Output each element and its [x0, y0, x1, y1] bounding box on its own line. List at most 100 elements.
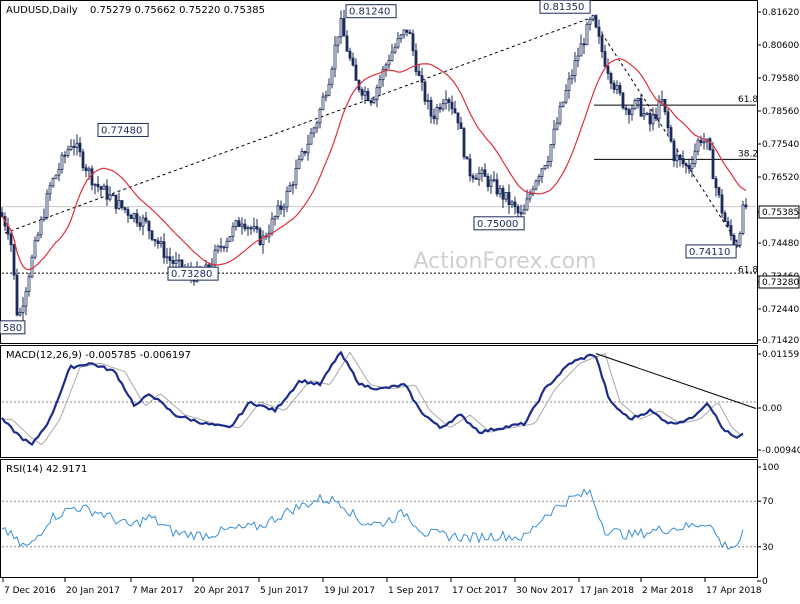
y-tick-label: 0.79580: [762, 74, 799, 84]
candle-body: [654, 114, 658, 120]
candle: [294, 159, 298, 189]
candle: [468, 153, 472, 182]
candle: [15, 268, 19, 317]
candle: [126, 206, 130, 223]
candle: [444, 90, 448, 110]
candle-body: [645, 112, 649, 115]
candle: [306, 134, 310, 161]
candle-body: [231, 226, 235, 237]
candle: [582, 37, 586, 54]
candle: [399, 33, 403, 43]
x-tick-label: 19 Jul 2017: [324, 586, 375, 596]
candle: [450, 95, 454, 115]
candle-body: [12, 244, 16, 276]
candle: [504, 192, 508, 203]
candle: [483, 163, 487, 177]
moving-average-line: [1, 58, 747, 271]
candle-body: [498, 187, 502, 195]
candle-body: [120, 200, 124, 208]
candle: [636, 97, 640, 109]
candle-body: [156, 240, 160, 245]
candle: [339, 10, 343, 44]
candle-body: [273, 216, 277, 220]
candle: [252, 217, 256, 233]
candle-body: [420, 75, 424, 83]
candle: [537, 173, 541, 186]
candle: [117, 192, 121, 210]
candle-body: [99, 186, 103, 190]
candle: [216, 244, 220, 254]
candle-body: [105, 185, 109, 200]
candle: [174, 251, 178, 269]
candle-body: [675, 154, 679, 162]
candle: [261, 230, 265, 254]
candle: [441, 98, 445, 112]
price-level-label: 0.81350: [539, 0, 591, 14]
candle-body: [255, 226, 259, 230]
price-level-label: 0.81240: [345, 4, 397, 19]
candle: [342, 9, 346, 37]
candle: [81, 148, 85, 172]
candle-body: [18, 312, 22, 316]
candle: [594, 14, 598, 29]
candle-body: [678, 154, 682, 159]
candle-body: [426, 99, 430, 102]
y-tick-box: [758, 275, 800, 289]
x-tick-label: 17 Oct 2017: [452, 586, 508, 596]
candle-body: [78, 142, 82, 153]
rsi-tick-label: 100: [762, 463, 779, 473]
candle-body: [489, 179, 493, 187]
candle: [273, 215, 277, 226]
candle-body: [684, 163, 688, 166]
candle-body: [543, 165, 547, 170]
candle: [129, 213, 133, 219]
candle-body: [294, 168, 298, 186]
candle-body: [117, 200, 121, 209]
candle-body: [636, 97, 640, 101]
price-level-label: 580: [0, 320, 26, 335]
candle: [672, 138, 676, 167]
candle-body: [300, 150, 304, 160]
candle: [63, 151, 67, 164]
candle-body: [666, 111, 670, 129]
candle: [285, 186, 289, 212]
candle: [108, 186, 112, 202]
candle-body: [354, 64, 358, 81]
candle: [231, 222, 235, 242]
candle-body: [108, 194, 112, 200]
candle-body: [336, 36, 340, 46]
candle-body: [405, 29, 409, 33]
candle: [291, 181, 295, 195]
rsi-line: [1, 488, 744, 551]
candle: [297, 155, 301, 170]
candle: [654, 107, 658, 122]
candle: [27, 272, 31, 297]
candle: [558, 101, 562, 126]
candle: [123, 206, 127, 213]
x-tick-label: 30 Nov 2017: [516, 586, 574, 596]
candle-body: [648, 112, 652, 125]
candle: [744, 198, 748, 210]
candle-body: [342, 18, 346, 37]
candle-body: [465, 156, 469, 160]
candle-body: [375, 87, 379, 100]
candle-body: [57, 168, 61, 176]
candle: [480, 167, 484, 182]
candle-body: [303, 150, 307, 154]
candle: [543, 164, 547, 171]
candle: [249, 225, 253, 235]
candle-body: [381, 68, 385, 81]
candle-body: [714, 178, 718, 189]
rsi-tick-label: 70: [762, 497, 774, 507]
candle: [510, 199, 514, 208]
candle: [447, 97, 451, 112]
candle: [135, 209, 139, 227]
candle-body: [222, 246, 226, 249]
candle-body: [624, 107, 628, 111]
candle-body: [504, 192, 508, 200]
candle-body: [579, 43, 583, 57]
candle-body: [435, 107, 439, 120]
fib-label: 61.8: [738, 266, 758, 276]
candle: [165, 248, 169, 264]
